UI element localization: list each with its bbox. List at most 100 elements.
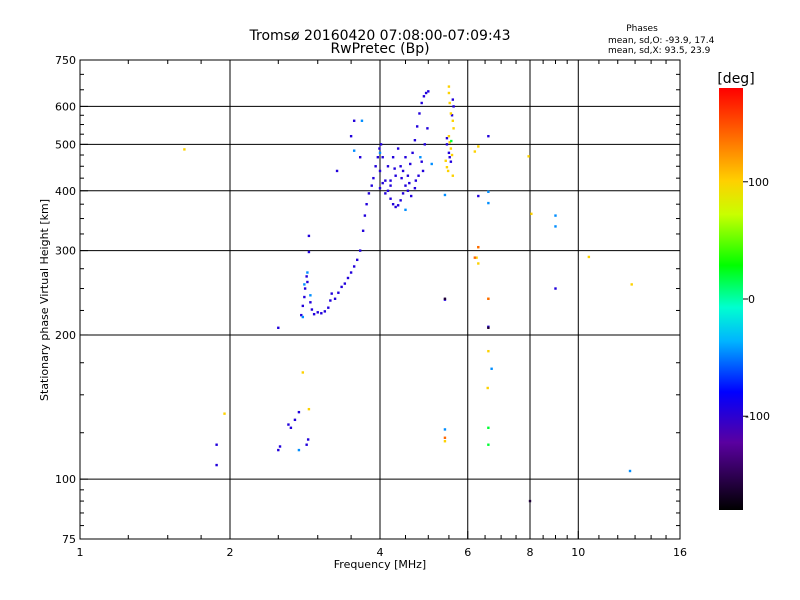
data-point bbox=[408, 181, 411, 185]
data-point bbox=[349, 271, 353, 274]
data-point bbox=[477, 194, 480, 198]
y-tick-label: 75 bbox=[62, 533, 76, 546]
data-point bbox=[630, 283, 633, 286]
data-point bbox=[391, 202, 395, 206]
data-point bbox=[297, 410, 301, 414]
data-point bbox=[475, 256, 478, 259]
data-point bbox=[449, 112, 453, 115]
data-point bbox=[378, 151, 382, 155]
data-point bbox=[421, 169, 425, 173]
data-point bbox=[406, 189, 410, 192]
data-point bbox=[452, 105, 455, 108]
data-point bbox=[404, 156, 407, 159]
data-point bbox=[381, 156, 384, 159]
data-point bbox=[427, 90, 430, 93]
data-point bbox=[303, 287, 307, 290]
data-point bbox=[422, 95, 426, 98]
data-point bbox=[289, 426, 293, 430]
colorbar-tick-label: 0 bbox=[748, 293, 755, 306]
data-point bbox=[323, 310, 327, 313]
colorbar-tick-label: -100 bbox=[745, 410, 770, 423]
data-point bbox=[420, 160, 423, 163]
y-tick-label: 100 bbox=[55, 473, 76, 486]
data-point bbox=[473, 256, 477, 259]
data-point bbox=[393, 167, 396, 170]
data-point bbox=[389, 179, 392, 182]
data-point bbox=[554, 225, 557, 228]
data-point bbox=[451, 119, 455, 122]
data-point bbox=[450, 114, 454, 117]
y-tick-label: 400 bbox=[55, 185, 76, 198]
data-point bbox=[451, 174, 455, 177]
data-point bbox=[404, 208, 407, 212]
data-point bbox=[423, 143, 426, 146]
data-point bbox=[343, 282, 347, 285]
data-point bbox=[363, 214, 367, 217]
colorbar bbox=[719, 88, 743, 510]
data-point bbox=[554, 214, 557, 217]
data-point bbox=[420, 101, 423, 105]
data-point bbox=[449, 147, 453, 150]
data-point bbox=[445, 136, 449, 140]
data-point bbox=[487, 349, 490, 353]
y-axis-label: Stationary phase Virtual Height [km] bbox=[38, 199, 51, 401]
data-point bbox=[386, 165, 390, 168]
data-point bbox=[443, 193, 447, 197]
data-point bbox=[358, 156, 362, 159]
data-point bbox=[361, 229, 365, 232]
data-point bbox=[406, 174, 410, 177]
data-point bbox=[530, 212, 533, 216]
data-point bbox=[443, 297, 447, 300]
data-point bbox=[444, 159, 447, 162]
data-point bbox=[303, 295, 306, 299]
data-point bbox=[477, 145, 480, 148]
data-point bbox=[413, 186, 417, 190]
data-point bbox=[487, 134, 490, 138]
data-point bbox=[306, 438, 310, 441]
data-point bbox=[413, 139, 417, 142]
data-point bbox=[352, 149, 356, 152]
data-point bbox=[409, 162, 412, 166]
data-point bbox=[215, 443, 218, 446]
stats-x-line: mean, sd,X: 93.5, 23.9 bbox=[608, 46, 711, 56]
data-point bbox=[384, 179, 387, 182]
data-point bbox=[379, 143, 383, 146]
data-point bbox=[401, 192, 405, 195]
data-point bbox=[330, 292, 333, 295]
data-point bbox=[394, 205, 397, 209]
data-point bbox=[527, 155, 530, 158]
data-point bbox=[448, 101, 451, 105]
data-point bbox=[490, 367, 493, 370]
data-point bbox=[333, 297, 337, 300]
y-tick-label: 750 bbox=[55, 54, 76, 67]
data-point bbox=[447, 91, 451, 95]
data-point bbox=[443, 428, 447, 431]
data-point bbox=[337, 291, 340, 294]
data-point bbox=[487, 297, 490, 300]
data-point bbox=[367, 192, 371, 195]
data-point bbox=[450, 153, 454, 157]
data-point bbox=[355, 258, 359, 262]
data-point bbox=[309, 301, 312, 304]
data-point bbox=[360, 119, 364, 122]
data-point bbox=[301, 304, 305, 308]
data-point bbox=[335, 169, 339, 173]
x-tick-label: 10 bbox=[571, 546, 585, 559]
data-point bbox=[277, 326, 280, 330]
y-tick-label: 500 bbox=[55, 138, 76, 151]
data-point bbox=[305, 443, 308, 446]
data-point bbox=[386, 189, 390, 192]
data-point bbox=[396, 204, 400, 207]
data-point bbox=[365, 202, 368, 206]
data-point bbox=[447, 151, 451, 155]
data-point bbox=[430, 162, 433, 166]
data-point bbox=[384, 192, 387, 195]
data-point bbox=[306, 280, 309, 284]
y-tick-label: 300 bbox=[55, 245, 76, 258]
data-point bbox=[352, 119, 356, 122]
data-point bbox=[293, 418, 297, 422]
data-point bbox=[287, 423, 290, 426]
data-point bbox=[426, 127, 429, 130]
data-point bbox=[487, 201, 490, 205]
